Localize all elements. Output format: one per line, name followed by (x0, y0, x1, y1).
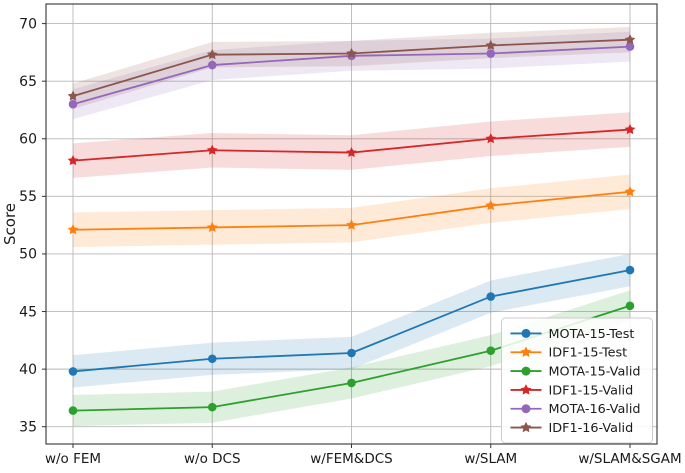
marker-circle (347, 348, 356, 358)
marker-circle (347, 378, 356, 388)
legend-entry-MOTA-16-Valid: MOTA-16-Valid (510, 402, 641, 417)
marker-star (206, 49, 218, 60)
series-MOTA-15-Test (68, 265, 635, 376)
marker-star (485, 133, 497, 144)
legend: MOTA-15-Test IDF1-15-Test MOTA-15-Valid IDF… (501, 317, 653, 444)
marker-star (67, 224, 79, 235)
marker-circle (207, 354, 217, 364)
series-IDF1-15-Test (67, 186, 636, 235)
y-tick-label: 65 (19, 74, 37, 90)
marker-star (624, 186, 636, 197)
marker-star (346, 47, 357, 59)
marker-star (485, 39, 497, 50)
legend-entry-IDF1-15-Valid: IDF1-15-Valid (510, 383, 634, 398)
marker-star (67, 90, 79, 101)
y-tick-label: 40 (19, 362, 37, 378)
marker-star (206, 221, 218, 232)
legend-marker-star (520, 421, 532, 433)
legend-marker-star (520, 384, 532, 395)
y-tick-label: 55 (19, 189, 37, 205)
band-MOTA-15-Test (73, 253, 630, 388)
y-tick-label: 45 (19, 304, 37, 320)
legend-label: MOTA-15-Test (549, 327, 635, 342)
legend-label: IDF1-15-Valid (549, 383, 634, 398)
marker-circle (625, 42, 635, 51)
x-tick-label: w/SLAM (464, 451, 517, 467)
legend-label: IDF1-16-Valid (549, 421, 634, 436)
legend-entry-MOTA-15-Test: MOTA-15-Test (510, 327, 635, 342)
series-IDF1-16-Valid (67, 34, 636, 101)
legend-marker-star (520, 346, 532, 357)
marker-star (624, 123, 636, 135)
y-axis-label: Score (1, 203, 19, 245)
marker-star (485, 199, 497, 211)
series-IDF1-15-Valid (67, 123, 636, 166)
x-tick-label: w/FEM&DCS (310, 451, 392, 467)
y-tick-label: 50 (19, 247, 37, 263)
marker-circle (486, 49, 496, 58)
legend-label: IDF1-15-Test (549, 346, 628, 361)
marker-circle (68, 99, 78, 109)
marker-circle (68, 406, 78, 415)
marker-star (346, 219, 357, 230)
x-tick-label: w/o FEM (45, 451, 101, 467)
marker-star (346, 146, 357, 158)
marker-circle (486, 292, 496, 301)
tick-labels: 35 40 45 50 55 60 65 70 w/o FEM w/o DCS w/FEM&DCS w… (19, 16, 681, 467)
marker-circle (68, 367, 78, 376)
x-tick-label: w/o DCS (184, 451, 241, 467)
marker-star (206, 144, 218, 155)
marker-circle (625, 301, 635, 311)
marker-circle (207, 60, 217, 70)
legend-label: MOTA-15-Valid (549, 365, 641, 380)
marker-star (624, 34, 636, 45)
x-tick-label: w/SLAM&SGAM (578, 451, 681, 467)
legend-marker-circle (521, 404, 531, 414)
legend-marker-circle (521, 328, 531, 338)
y-tick-label: 60 (19, 132, 37, 148)
band-MOTA-15-Valid (73, 290, 630, 427)
y-tick-label: 35 (19, 419, 37, 435)
legend-box (501, 317, 653, 444)
axes (42, 3, 658, 448)
marker-circle (207, 402, 217, 412)
legend-entry-MOTA-15-Valid: MOTA-15-Valid (510, 365, 641, 380)
marker-circle (625, 265, 635, 275)
legend-label: MOTA-16-Valid (549, 402, 641, 417)
legend-marker-circle (521, 366, 531, 376)
marker-circle (486, 346, 496, 356)
y-tick-label: 70 (19, 16, 37, 32)
legend-entry-IDF1-16-Valid: IDF1-16-Valid (510, 421, 634, 436)
marker-star (67, 155, 79, 166)
band-IDF1-15-Valid (73, 112, 630, 178)
legend-entry-IDF1-15-Test: IDF1-15-Test (510, 346, 628, 361)
